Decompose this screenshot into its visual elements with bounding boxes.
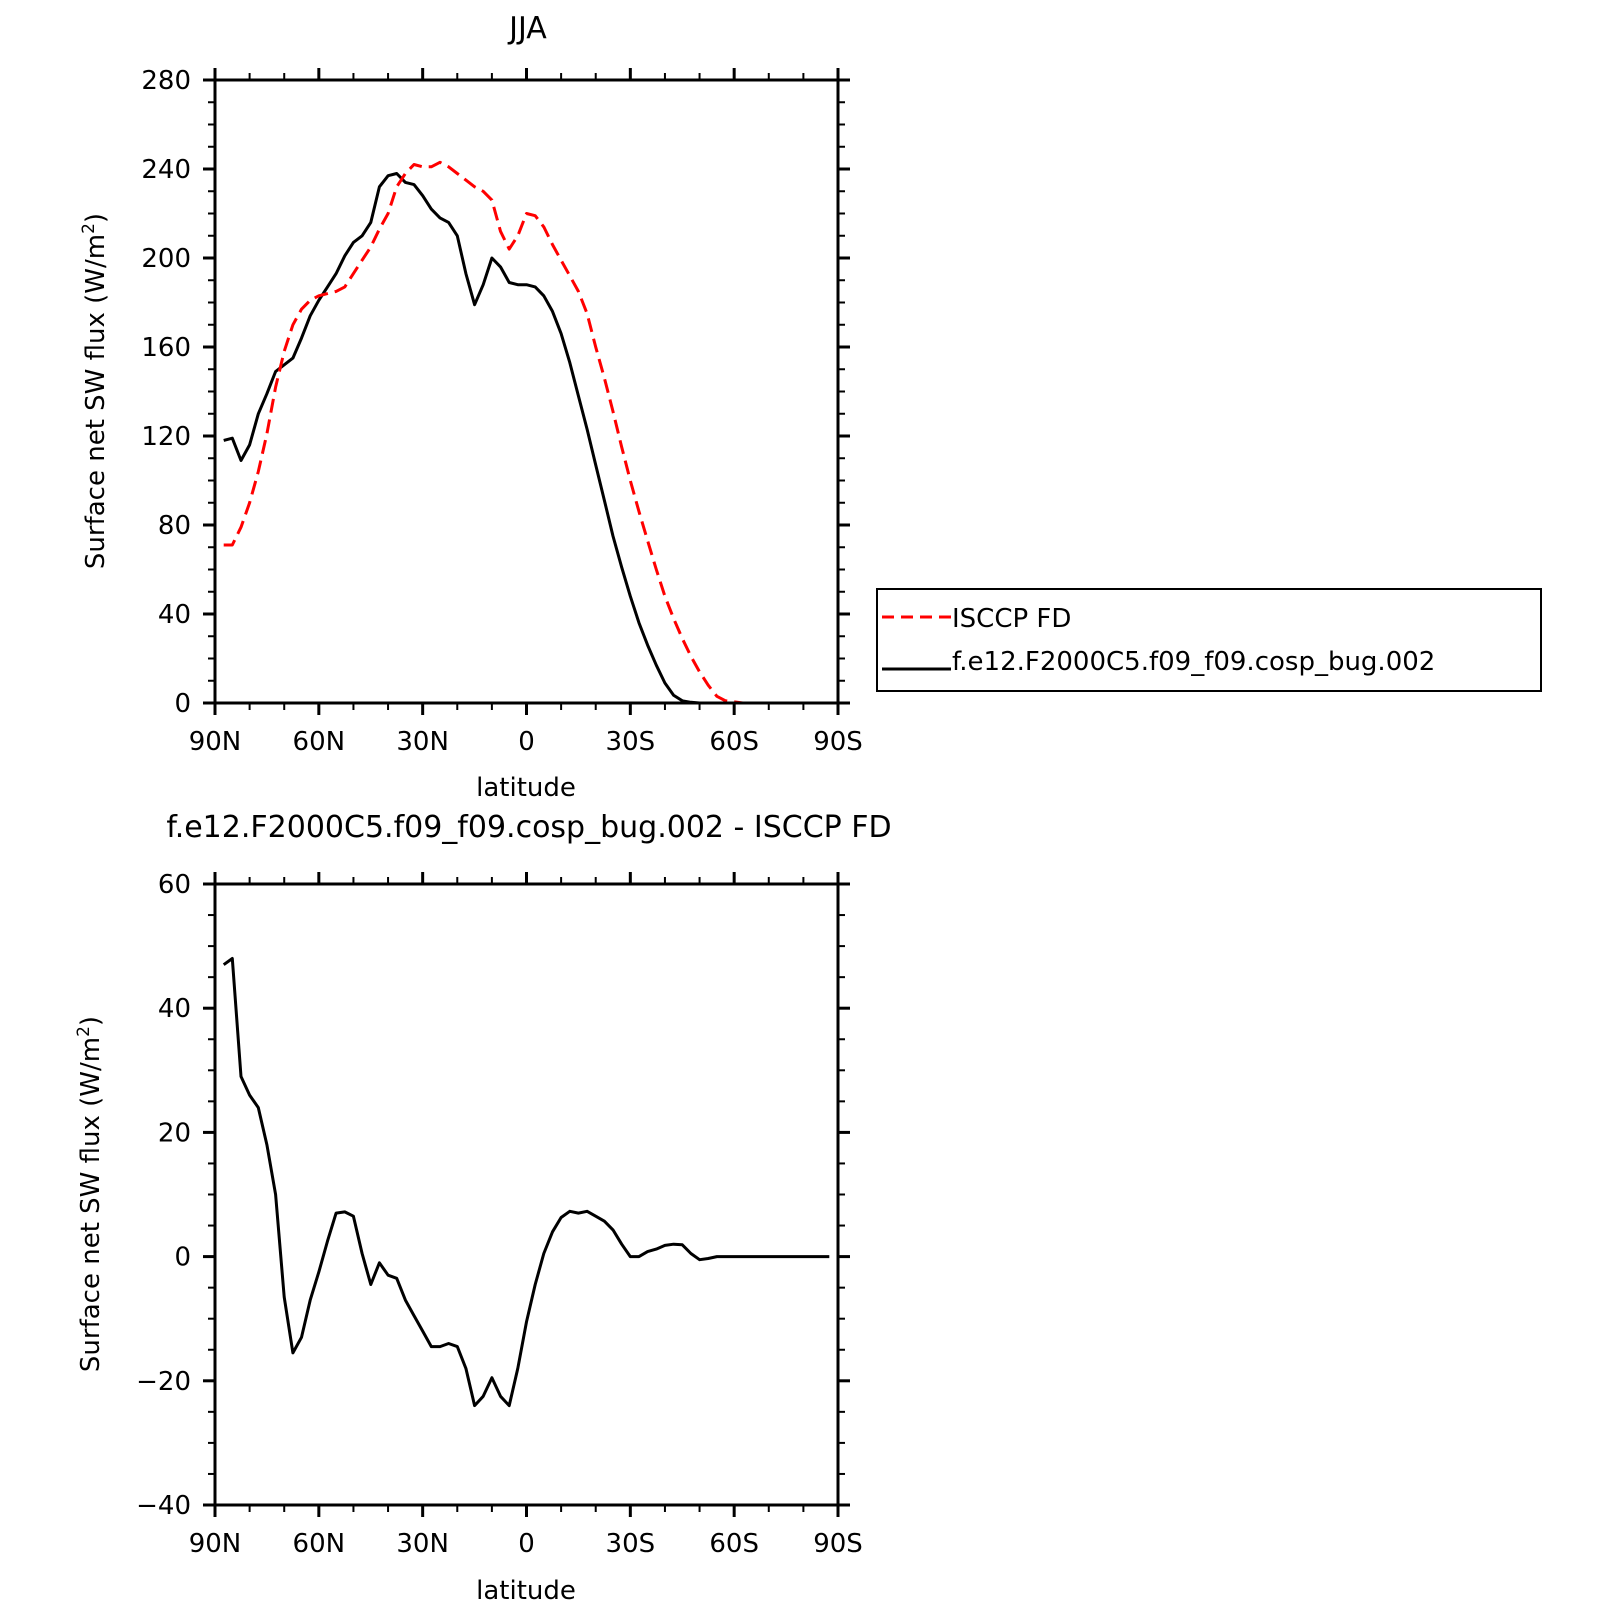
top-xtick-label: 30S — [606, 727, 656, 757]
bottom-plot-frame — [213, 882, 840, 1507]
bottom-y-axis-title-sup: 2 — [74, 1026, 94, 1037]
bottom-xtick-label: 90S — [813, 1529, 863, 1559]
top-series-layer — [223, 160, 830, 705]
top-series-line-isccp-fd — [223, 160, 830, 705]
bottom-xtick-label: 60S — [709, 1529, 759, 1559]
bottom-chart-title: f.e12.F2000C5.f09_f09.cosp_bug.002 - ISC… — [166, 810, 891, 845]
bottom-series-line-model — [222, 957, 830, 1408]
bottom-ytick-label: −20 — [136, 1367, 191, 1397]
top-plot-frame — [213, 78, 840, 705]
top-ytick-label: 280 — [141, 66, 191, 96]
bottom-series-layer — [222, 957, 830, 1408]
top-xtick-label: 30N — [396, 727, 449, 757]
legend: ISCCP FD f.e12.F2000C5.f09_f09.cosp_bug.… — [876, 588, 1542, 692]
bottom-y-axis-title: Surface net SW flux (W/m2) — [74, 1016, 106, 1372]
bottom-xtick-label: 60N — [293, 1529, 346, 1559]
legend-label-model: f.e12.F2000C5.f09_f09.cosp_bug.002 — [952, 647, 1435, 677]
top-xtick-label: 90N — [189, 727, 242, 757]
bottom-chart: f.e12.F2000C5.f09_f09.cosp_bug.002 - ISC… — [74, 810, 892, 1606]
top-x-axis-ticks: 90N 60N 30N 0 30S 60S 90S — [189, 68, 863, 757]
top-ytick-label: 160 — [141, 333, 191, 363]
bottom-xtick-label: 90N — [189, 1529, 242, 1559]
top-ytick-label: 40 — [158, 600, 191, 630]
top-chart-title: JJA — [507, 11, 547, 46]
top-series-line-model — [223, 172, 830, 705]
bottom-x-axis-title: latitude — [476, 1576, 576, 1606]
top-xtick-label: 0 — [518, 727, 535, 757]
bottom-y-axis-title-end: ) — [76, 1016, 106, 1026]
legend-box — [876, 588, 1542, 692]
bottom-y-axis-ticks: −40 −20 0 20 40 60 — [136, 870, 850, 1521]
bottom-x-axis-ticks: 90N 60N 30N 0 30S 60S 90S — [189, 872, 863, 1559]
top-xtick-label: 60S — [709, 727, 759, 757]
bottom-ytick-label: −40 — [136, 1491, 191, 1521]
bottom-xtick-label: 30N — [396, 1529, 449, 1559]
top-xtick-label: 60N — [293, 727, 346, 757]
top-y-axis-ticks: 0 40 80 120 160 200 240 280 — [141, 66, 850, 719]
top-xtick-label: 90S — [813, 727, 863, 757]
top-x-axis-title: latitude — [476, 773, 576, 803]
top-y-axis-title-end: ) — [81, 213, 111, 223]
top-ytick-label: 120 — [141, 422, 191, 452]
top-chart: JJA 90N 60N 30N 0 30S 60S 90S 0 40 80 120 160 200 24… — [79, 11, 863, 803]
bottom-ytick-label: 40 — [158, 994, 191, 1024]
bottom-ytick-label: 60 — [158, 870, 191, 900]
top-y-axis-title-main: Surface net SW flux (W/m — [81, 234, 111, 569]
bottom-ytick-label: 0 — [174, 1243, 191, 1273]
bottom-xtick-label: 30S — [606, 1529, 656, 1559]
top-y-axis-title: Surface net SW flux (W/m2) — [79, 213, 111, 569]
bottom-xtick-label: 0 — [518, 1529, 535, 1559]
top-ytick-label: 80 — [158, 511, 191, 541]
top-ytick-label: 200 — [141, 244, 191, 274]
bottom-y-axis-title-main: Surface net SW flux (W/m — [76, 1037, 106, 1372]
legend-label-isccp: ISCCP FD — [952, 604, 1071, 634]
bottom-ytick-label: 20 — [158, 1118, 191, 1148]
top-ytick-label: 240 — [141, 155, 191, 185]
top-ytick-label: 0 — [174, 689, 191, 719]
top-y-axis-title-sup: 2 — [79, 223, 99, 234]
